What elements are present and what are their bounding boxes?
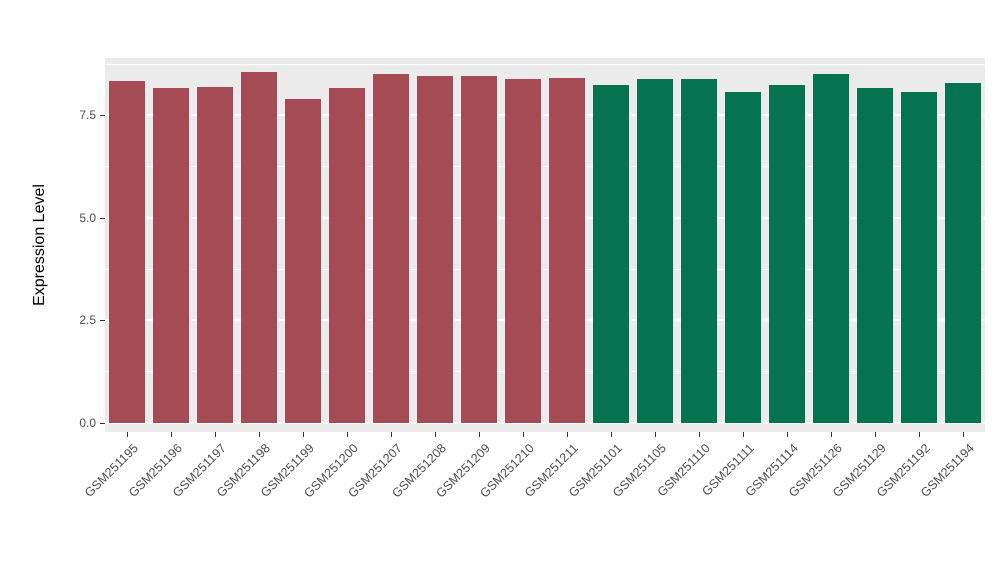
bar xyxy=(769,84,805,423)
bar xyxy=(417,76,453,423)
bar xyxy=(637,79,673,423)
x-tick-mark xyxy=(743,432,744,437)
x-tick-mark xyxy=(435,432,436,437)
y-tick-label: 2.5 xyxy=(79,313,96,328)
minor-gridline xyxy=(105,371,985,373)
x-tick-mark xyxy=(259,432,260,437)
bar xyxy=(329,88,365,423)
bar xyxy=(153,88,189,423)
bar xyxy=(725,91,761,423)
plot-panel xyxy=(105,58,985,432)
y-tick-mark xyxy=(100,115,105,117)
x-tick-mark xyxy=(963,432,964,437)
x-tick-mark xyxy=(303,432,304,437)
y-tick-label: 5.0 xyxy=(79,210,96,225)
minor-gridline xyxy=(105,63,985,65)
bar xyxy=(505,78,541,423)
bar xyxy=(813,74,849,423)
bar xyxy=(241,72,277,423)
x-tick-mark xyxy=(347,432,348,437)
minor-gridline xyxy=(105,268,985,270)
x-tick-mark xyxy=(391,432,392,437)
x-tick-mark xyxy=(171,432,172,437)
bar xyxy=(901,91,937,423)
x-tick-mark xyxy=(567,432,568,437)
bar xyxy=(373,73,409,423)
major-gridline xyxy=(105,216,985,219)
bar xyxy=(285,99,321,423)
major-gridline xyxy=(105,421,985,424)
bar xyxy=(109,81,145,423)
major-gridline xyxy=(105,319,985,322)
bar xyxy=(681,78,717,423)
y-tick-label: 7.5 xyxy=(79,108,96,123)
bar xyxy=(461,75,497,423)
x-tick-mark xyxy=(215,432,216,437)
bar xyxy=(593,84,629,423)
minor-gridline xyxy=(105,166,985,168)
x-tick-mark xyxy=(787,432,788,437)
x-tick-mark xyxy=(523,432,524,437)
x-tick-mark xyxy=(699,432,700,437)
bar xyxy=(549,77,585,423)
y-tick-mark xyxy=(100,422,105,424)
x-tick-mark xyxy=(875,432,876,437)
bar xyxy=(197,86,233,423)
bar xyxy=(857,87,893,423)
y-tick-label: 0.0 xyxy=(79,415,96,430)
y-axis-title: Expression Level xyxy=(31,184,48,306)
x-tick-mark xyxy=(831,432,832,437)
bar xyxy=(945,83,981,423)
y-tick-mark xyxy=(100,217,105,219)
major-gridline xyxy=(105,114,985,117)
x-tick-mark xyxy=(919,432,920,437)
x-tick-mark xyxy=(479,432,480,437)
y-tick-mark xyxy=(100,320,105,322)
x-tick-mark xyxy=(127,432,128,437)
x-tick-mark xyxy=(655,432,656,437)
x-tick-mark xyxy=(611,432,612,437)
